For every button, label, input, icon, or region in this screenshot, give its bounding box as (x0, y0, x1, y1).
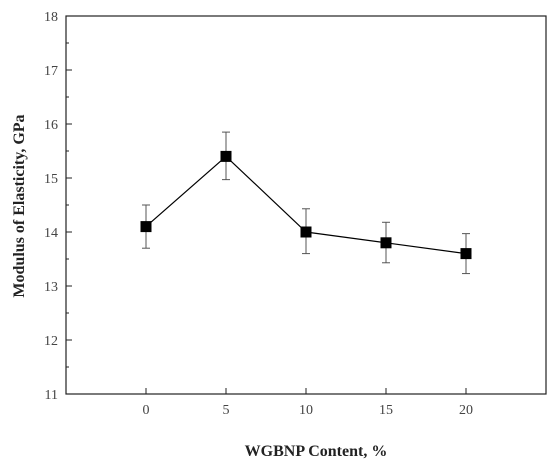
x-tick-label: 10 (299, 403, 313, 418)
y-tick-label: 15 (44, 172, 58, 187)
y-axis-ticks: 11 12 13 14 15 16 17 18 (44, 10, 72, 403)
x-tick-label: 5 (223, 403, 230, 418)
data-markers (140, 150, 472, 260)
y-tick-label: 18 (44, 10, 58, 25)
data-point (140, 221, 152, 233)
error-bars (142, 131, 470, 275)
y-tick-label: 14 (44, 226, 58, 241)
data-point (460, 248, 472, 260)
y-tick-label: 11 (45, 388, 58, 403)
y-tick-label: 13 (44, 280, 58, 295)
x-tick-label: 20 (459, 403, 473, 418)
plot-area (65, 15, 547, 395)
y-tick-label: 16 (44, 118, 58, 133)
y-tick-label: 17 (44, 64, 58, 79)
x-tick-label: 15 (379, 403, 393, 418)
x-tick-label: 0 (143, 403, 150, 418)
y-tick-label: 12 (44, 334, 58, 349)
data-point (220, 150, 232, 162)
y-axis-title: Modulus of Elasticity, GPa (11, 114, 28, 297)
x-axis-title: WGBNP Content, % (245, 443, 388, 460)
x-axis-ticks: 0 5 10 15 20 (143, 388, 473, 418)
data-point (380, 237, 392, 249)
data-point (300, 226, 312, 238)
